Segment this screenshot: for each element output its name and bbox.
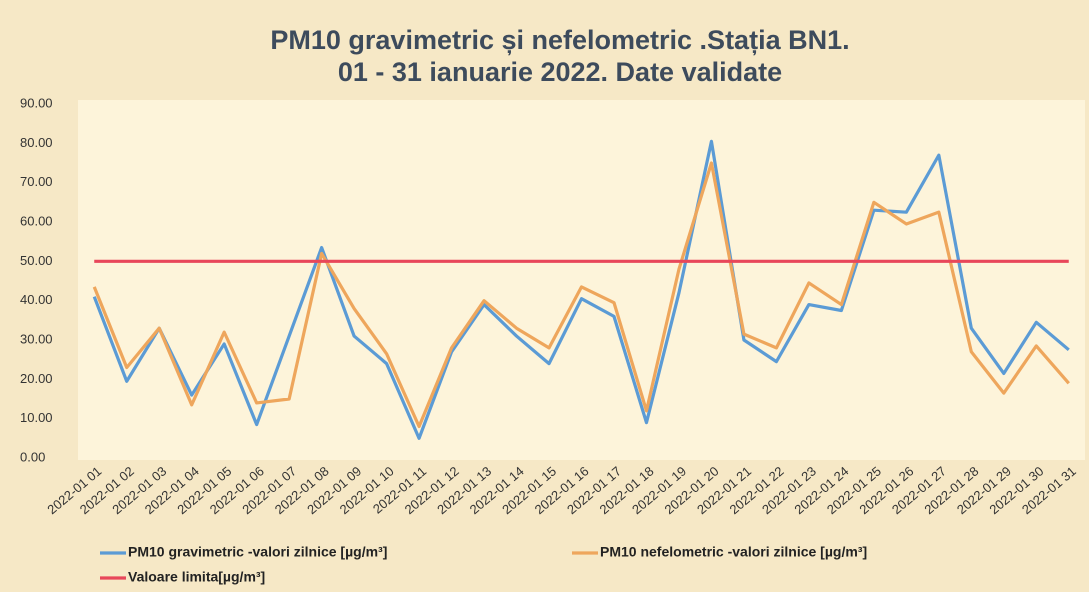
y-tick-label: 80.00 xyxy=(20,135,53,150)
y-tick-label: 40.00 xyxy=(20,292,53,307)
chart-subtitle: 01 - 31 ianuarie 2022. Date validate xyxy=(338,57,782,87)
y-tick-label: 20.00 xyxy=(20,371,53,386)
y-tick-label: 90.00 xyxy=(20,95,53,110)
y-tick-label: 50.00 xyxy=(20,253,53,268)
y-tick-label: 30.00 xyxy=(20,331,53,346)
y-tick-label: 70.00 xyxy=(20,174,53,189)
chart-title: PM10 gravimetric și nefelometric .Stația… xyxy=(270,25,849,55)
y-tick-label: 60.00 xyxy=(20,213,53,228)
legend-label: PM10 gravimetric -valori zilnice [µg/m³] xyxy=(128,544,387,560)
series-line xyxy=(92,161,1070,429)
plot-area xyxy=(78,100,1085,460)
legend-label: Valoare limita[µg/m³] xyxy=(128,569,265,585)
y-tick-label: 10.00 xyxy=(20,410,53,425)
y-tick-label: 0.00 xyxy=(20,449,45,464)
legend-label: PM10 nefelometric -valori zilnice [µg/m³… xyxy=(600,544,867,560)
series-line xyxy=(92,139,1070,440)
